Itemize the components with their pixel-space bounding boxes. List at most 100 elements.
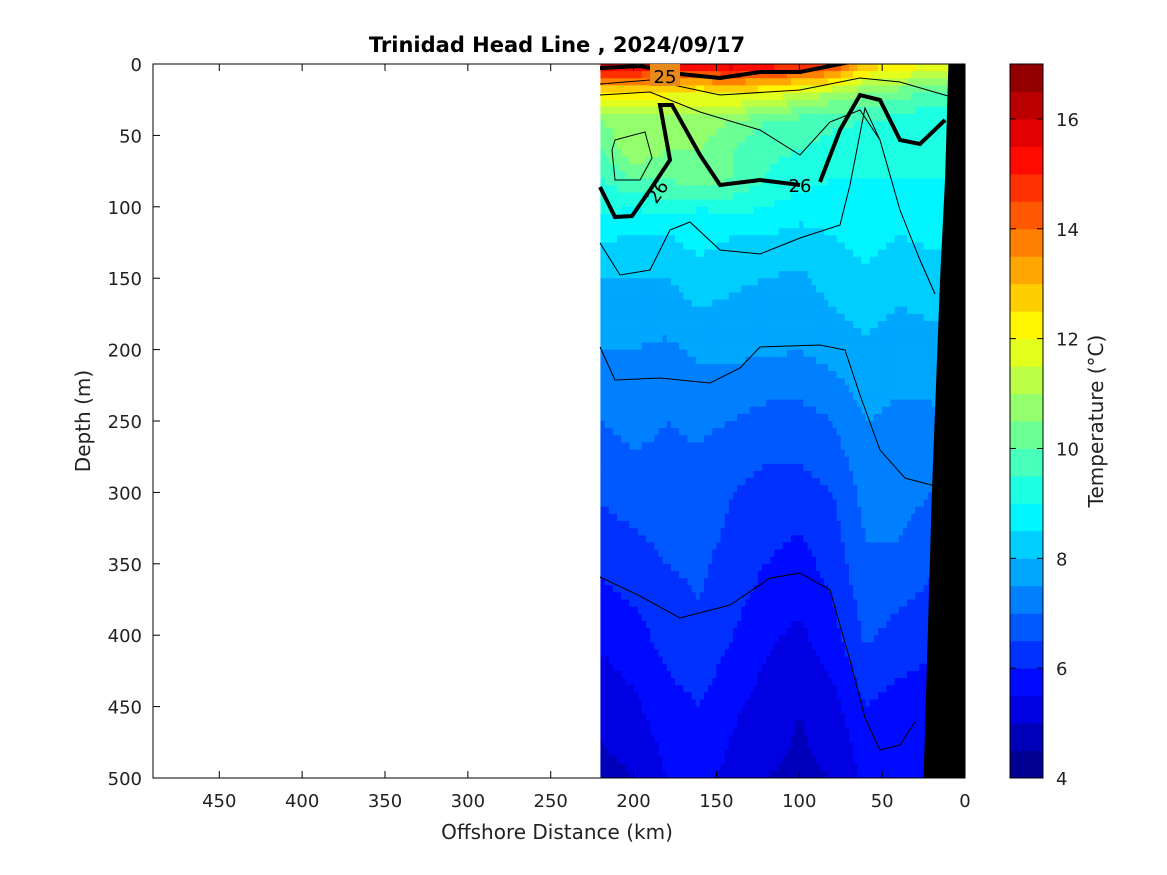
- field-cell: [745, 463, 751, 472]
- field-cell: [737, 635, 742, 643]
- field-cell: [658, 699, 664, 708]
- field-cell: [803, 442, 809, 451]
- field-cell: [749, 328, 755, 336]
- field-cell: [612, 178, 618, 186]
- field-cell: [733, 720, 738, 729]
- field-cell: [782, 735, 788, 743]
- field-cell: [612, 285, 618, 294]
- field-cell: [612, 720, 618, 729]
- field-cell: [749, 663, 755, 672]
- field-cell: [791, 720, 796, 729]
- field-cell: [749, 570, 755, 579]
- field-cell: [637, 506, 643, 515]
- field-cell: [737, 685, 742, 693]
- field-cell: [720, 656, 726, 665]
- field-cell: [650, 321, 655, 329]
- field-cell: [728, 735, 734, 743]
- field-cell: [654, 185, 660, 194]
- field-cell: [720, 620, 726, 629]
- field-cell: [745, 649, 751, 658]
- field-cell: [770, 728, 776, 736]
- field-cell: [650, 499, 655, 508]
- field-cell: [687, 256, 693, 265]
- field-cell: [766, 156, 771, 165]
- field-cell: [617, 171, 622, 179]
- field-cell: [658, 728, 664, 736]
- field-cell: [749, 520, 755, 529]
- field-cell: [749, 156, 755, 165]
- field-cell: [737, 670, 742, 679]
- field-cell: [762, 135, 767, 144]
- field-cell: [716, 392, 722, 401]
- field-cell: [741, 378, 747, 386]
- field-cell: [695, 78, 701, 87]
- field-cell: [617, 592, 622, 601]
- field-cell: [774, 213, 780, 222]
- field-cell: [704, 335, 709, 344]
- field-cell: [625, 256, 631, 265]
- field-cell: [786, 656, 792, 665]
- field-cell: [749, 363, 755, 372]
- field-cell: [699, 206, 705, 215]
- field-cell: [695, 563, 701, 572]
- field-cell: [637, 663, 643, 672]
- field-cell: [778, 713, 784, 722]
- field-cell: [766, 478, 771, 486]
- field-cell: [745, 163, 751, 172]
- field-cell: [749, 435, 755, 444]
- field-cell: [770, 406, 776, 415]
- field-cell: [617, 178, 622, 186]
- field-cell: [762, 92, 767, 101]
- field-cell: [778, 421, 784, 429]
- field-cell: [795, 221, 800, 229]
- field-cell: [658, 385, 664, 394]
- field-cell: [625, 485, 631, 493]
- field-cell: [662, 92, 668, 101]
- field-cell: [778, 385, 784, 394]
- field-cell: [799, 435, 805, 444]
- field-cell: [633, 271, 639, 279]
- field-cell: [695, 656, 701, 665]
- field-cell: [712, 313, 718, 322]
- field-cell: [753, 113, 759, 122]
- field-cell: [774, 271, 780, 279]
- field-cell: [666, 313, 672, 322]
- field-cell: [741, 542, 747, 551]
- field-cell: [679, 713, 684, 722]
- field-cell: [712, 663, 718, 672]
- field-cell: [612, 71, 618, 79]
- field-cell: [795, 85, 800, 94]
- field-cell: [675, 385, 680, 394]
- field-cell: [782, 156, 788, 165]
- field-cell: [708, 628, 713, 636]
- field-cell: [766, 449, 771, 458]
- field-cell: [753, 470, 759, 479]
- field-cell: [774, 299, 780, 308]
- field-cell: [621, 485, 626, 493]
- field-cell: [770, 413, 776, 422]
- field-cell: [733, 678, 738, 686]
- field-cell: [612, 306, 618, 315]
- field-cell: [679, 328, 684, 336]
- field-cell: [691, 135, 697, 144]
- field-cell: [753, 221, 759, 229]
- field-cell: [803, 313, 809, 322]
- field-cell: [728, 506, 734, 515]
- field-cell: [662, 85, 668, 94]
- field-cell: [757, 342, 763, 351]
- field-cell: [712, 492, 718, 501]
- field-cell: [679, 99, 684, 108]
- field-cell: [774, 221, 780, 229]
- field-cell: [712, 263, 718, 272]
- field-cell: [633, 142, 639, 151]
- field-cell: [716, 613, 722, 622]
- field-cell: [786, 592, 792, 601]
- field-cell: [699, 720, 705, 729]
- field-cell: [749, 321, 755, 329]
- field-cell: [662, 456, 668, 465]
- field-cell: [666, 213, 672, 222]
- field-cell: [716, 549, 722, 558]
- field-cell: [720, 463, 726, 472]
- field-cell: [795, 535, 800, 543]
- field-cell: [741, 299, 747, 308]
